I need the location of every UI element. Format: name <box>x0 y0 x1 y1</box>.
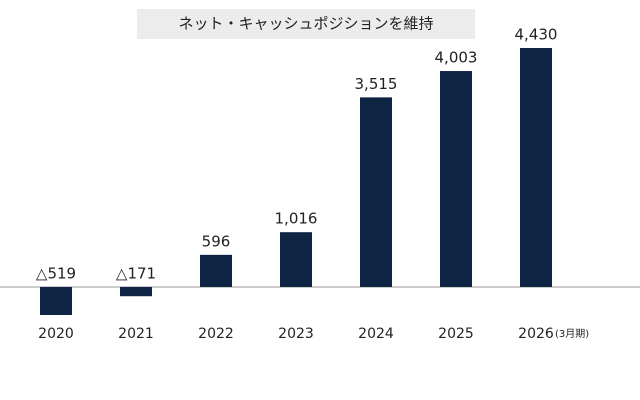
value-label: 3,515 <box>355 75 398 93</box>
x-tick-label: 2026 <box>518 326 554 342</box>
value-label: 596 <box>202 232 231 250</box>
x-tick-label: 2025 <box>438 326 474 342</box>
bar <box>440 71 472 287</box>
x-tick-label: 2024 <box>358 326 394 342</box>
category-note: (3月期) <box>555 328 589 340</box>
x-tick-label: 2020 <box>38 326 74 342</box>
x-tick-label: 2021 <box>118 326 154 342</box>
x-tick-label: 2022 <box>198 326 234 342</box>
bar <box>280 232 312 287</box>
x-tick-label: 2023 <box>278 326 314 342</box>
value-label: △519 <box>36 265 76 283</box>
bar <box>360 97 392 287</box>
title-box <box>137 9 475 39</box>
bar <box>520 48 552 287</box>
bar <box>40 287 72 316</box>
bar <box>120 287 152 297</box>
chart-title: ネット・キャッシュポジションを維持 <box>178 15 433 33</box>
value-label: 4,003 <box>435 49 478 67</box>
value-label: 1,016 <box>275 210 318 228</box>
bar <box>200 254 232 287</box>
value-label: △171 <box>116 265 156 283</box>
value-label: 4,430 <box>515 26 558 44</box>
